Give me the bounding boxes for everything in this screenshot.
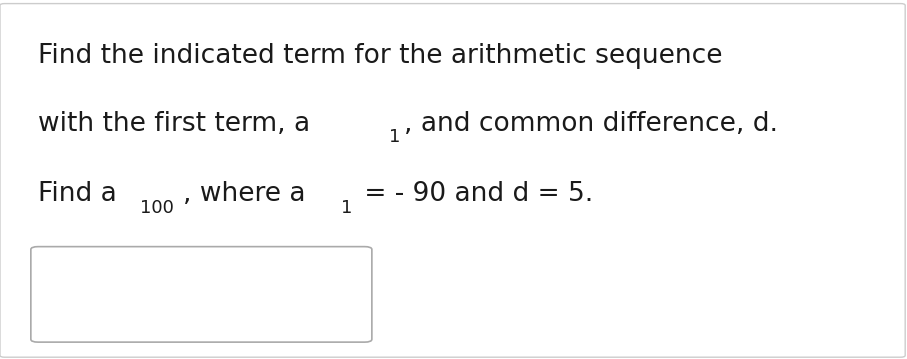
FancyBboxPatch shape [0, 4, 905, 357]
Text: = - 90 and d = 5.: = - 90 and d = 5. [356, 181, 593, 207]
Text: , where a: , where a [183, 181, 306, 207]
Text: Find a: Find a [38, 181, 117, 207]
FancyBboxPatch shape [31, 247, 372, 342]
Text: Find the indicated term for the arithmetic sequence: Find the indicated term for the arithmet… [38, 43, 723, 69]
Text: 100: 100 [140, 199, 173, 216]
Text: 1: 1 [341, 199, 353, 216]
Text: 1: 1 [389, 129, 401, 146]
Text: with the first term, a: with the first term, a [38, 111, 310, 137]
Text: , and common difference, d.: , and common difference, d. [404, 111, 778, 137]
